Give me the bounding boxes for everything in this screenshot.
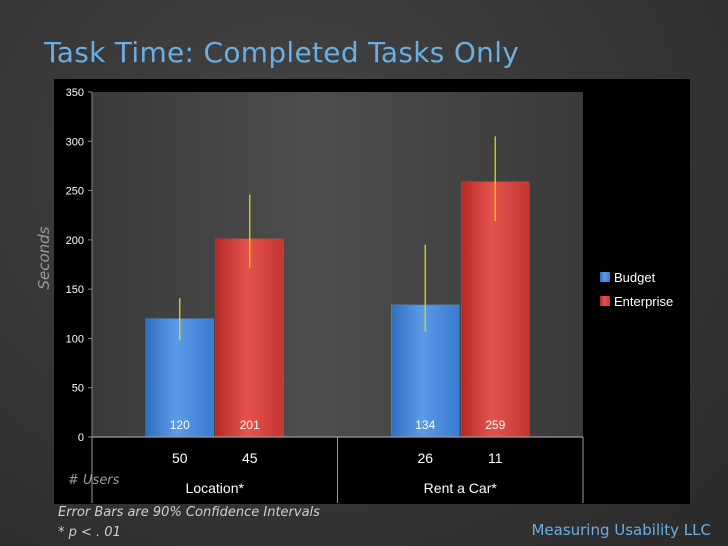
y-tick-label: 250: [66, 186, 84, 198]
legend-label: Enterprise: [614, 294, 673, 309]
y-tick-label: 200: [66, 235, 84, 247]
footnote-significance: * p < . 01: [58, 525, 121, 540]
category-label: Location*: [186, 480, 245, 496]
user-count-label: 26: [417, 450, 433, 466]
legend-swatch: [600, 296, 610, 306]
y-tick-label: 100: [66, 333, 84, 345]
user-count-label: 11: [488, 450, 503, 466]
y-axis-label: Seconds: [35, 226, 53, 290]
category-label: Rent a Car*: [424, 480, 498, 496]
bar-value-label: 201: [240, 418, 260, 432]
bar: [461, 181, 530, 438]
legend-label: Budget: [614, 270, 656, 285]
user-count-label: 50: [172, 450, 188, 466]
brand-label: Measuring Usability LLC: [531, 521, 711, 539]
y-tick-label: 350: [66, 87, 84, 99]
bar: [215, 238, 284, 438]
user-count-label: 45: [242, 450, 258, 466]
bar-value-label: 134: [415, 418, 435, 432]
y-tick-label: 300: [66, 136, 84, 148]
users-row-label: # Users: [68, 473, 120, 488]
footnote-confidence: Error Bars are 90% Confidence Intervals: [58, 505, 320, 520]
y-tick-label: 0: [78, 432, 84, 444]
y-tick-label: 50: [72, 383, 84, 395]
bar-value-label: 259: [485, 418, 505, 432]
legend-swatch: [600, 272, 610, 282]
slide-title: Task Time: Completed Tasks Only: [44, 36, 520, 69]
bar-value-label: 120: [170, 418, 190, 432]
y-tick-label: 150: [66, 284, 84, 296]
